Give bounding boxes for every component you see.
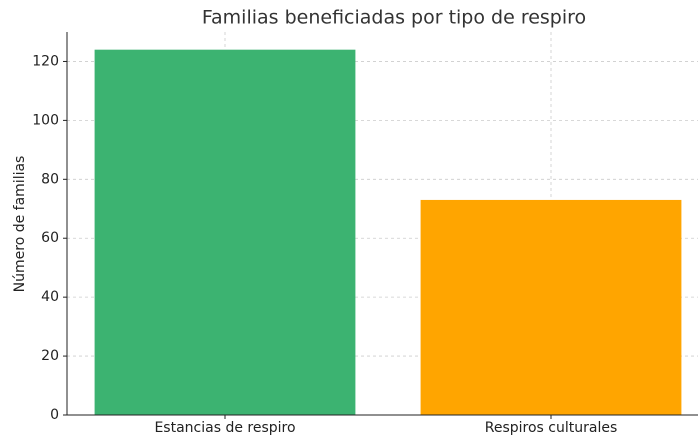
chart-title: Familias beneficiadas por tipo de respir… [202, 7, 586, 29]
y-tick-label: 60 [41, 230, 59, 246]
bar [94, 49, 356, 416]
x-tick-label: Estancias de respiro [154, 420, 295, 436]
y-tick-label: 80 [41, 171, 59, 187]
y-tick-label: 40 [41, 289, 59, 305]
y-tick-label: 100 [32, 112, 59, 128]
y-tick-label: 120 [32, 53, 59, 69]
y-tick-label: 20 [41, 348, 59, 364]
y-tick-label: 0 [50, 407, 59, 423]
bar [420, 199, 682, 415]
x-tick-label: Respiros culturales [485, 420, 618, 436]
y-axis-label: Número de familias [12, 156, 28, 293]
